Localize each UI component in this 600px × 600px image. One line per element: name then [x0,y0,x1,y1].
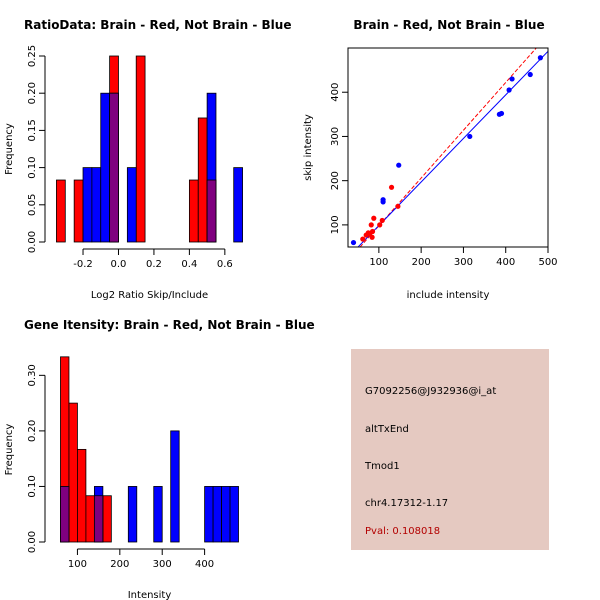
gene-red-bar [102,495,112,543]
ratio-y-tick-label: 0.15 [27,119,38,141]
scatter-x-axis-label: include intensity [407,290,490,301]
ratio-blue-bar [233,167,243,243]
gene-intensity-histogram-panel: Gene Itensity: Brain - Red, Not Brain - … [4,318,315,600]
ratio-y-tick-label: 0.20 [27,82,38,104]
gene-blue-bar [170,430,180,543]
scatter-red-point [395,203,401,209]
gene-overlap-bar [93,495,104,543]
ratio-y-axis-label: Frequency [4,123,15,175]
scatter-blue-point [537,55,543,61]
scatter-blue-point [509,76,515,82]
scatter-red-point [371,215,377,221]
p-value: Pval: 0.108018 [365,526,441,537]
ratio-blue-bar [126,167,137,243]
gene-red-bar [85,495,95,543]
scatter-blue-point [467,133,473,140]
scatter-plot-area [350,48,548,247]
ratio-x-tick-label: -0.2 [73,259,93,270]
gene-y-axis-label: Frequency [4,424,15,476]
ratio-red-bar [135,55,146,243]
ratio-y-tick-label: 0.00 [27,231,38,253]
gene-y-tick-label: 0.30 [27,364,38,386]
gene-blue-bar [153,486,163,543]
scatter-x-tick-label: 100 [369,257,388,268]
gene-y-tick-label: 0.20 [27,420,38,442]
gene-red-bar [68,402,78,543]
gene-overlap-bar [60,486,70,543]
chromosome-location: chr4.17312-1.17 [365,498,449,509]
ratio-x-axis-label: Log2 Ratio Skip/Include [91,290,208,301]
gene-x-tick-label: 200 [110,559,129,570]
ratio-x-tick-label: 0.4 [181,259,197,270]
scatter-blue-point [396,162,402,168]
gene-y-tick-label: 0.10 [27,475,38,497]
ratio-red-bar [73,179,84,243]
gene-blue-bar [127,486,138,543]
scatter-y-tick-label: 300 [330,127,341,146]
ratio-red-bar [197,117,208,243]
ratio-overlap-bar [206,179,217,243]
ratio-blue-bar [91,167,102,243]
scatter-blue-point [350,239,357,246]
scatter-red-point [388,184,395,190]
scatter-x-tick-label: 200 [412,257,431,268]
ratio-blue-bar [100,92,111,243]
gene-red-bar [77,448,87,543]
gene-blue-bar [212,486,222,543]
scatter-y-axis-label: skip intensity [303,114,314,181]
scatter-frame [347,47,549,248]
scatter-y-tick-label: 100 [330,215,341,234]
gene-x-tick-label: 400 [195,559,214,570]
scatter-x-tick-label: 300 [454,257,473,268]
event-type: altTxEnd [365,424,409,435]
ratio-x-tick-label: 0.0 [111,259,127,270]
ratio-y-tick-label: 0.10 [27,156,38,178]
scatter-red-point [360,236,366,242]
probe-info-panel: G7092256@J932936@i_at altTxEnd Tmod1 chr… [351,349,549,550]
scatter-y-tick-label: 200 [330,171,341,190]
scatter-blue-point [506,87,512,93]
gene-blue-bar [221,486,231,543]
gene-name: Tmod1 [365,461,400,472]
ratio-overlap-bar [109,92,119,243]
scatter-red-point [379,217,385,224]
ratio-red-bar [188,179,199,243]
gene-blue-bar [229,486,239,543]
ratio-blue-bar [82,167,93,243]
gene-blue-bar [204,486,214,543]
scatter-red-point [369,228,376,235]
ratio-histogram-panel: RatioData: Brain - Red, Not Brain - Blue… [4,18,291,301]
scatter-x-tick-label: 500 [538,257,557,268]
ratio-x-tick-label: 0.6 [217,259,233,270]
gene-x-tick-label: 300 [153,559,172,570]
scatter-red-point [377,222,383,228]
gene-chart-title: Gene Itensity: Brain - Red, Not Brain - … [24,318,315,332]
ratio-chart-title: RatioData: Brain - Red, Not Brain - Blue [24,18,291,32]
scatter-chart-title: Brain - Red, Not Brain - Blue [353,18,544,32]
scatter-red-point [369,234,375,240]
ratio-y-tick-label: 0.25 [27,45,38,67]
probe-id: G7092256@J932936@i_at [365,386,497,397]
scatter-blue-point [498,110,505,117]
scatter-x-tick-label: 400 [496,257,515,268]
scatter-blue-point [527,71,533,78]
scatter-blue-point [380,197,386,203]
ratio-x-tick-label: 0.2 [146,259,162,270]
gene-x-axis-label: Intensity [128,590,172,600]
gene-y-tick-label: 0.00 [27,531,38,553]
ratio-y-tick-label: 0.05 [27,194,38,216]
intensity-scatter-panel: Brain - Red, Not Brain - Blue 100 200 300 40… [303,18,558,301]
scatter-y-tick-label: 400 [330,83,341,102]
scatter-red-point [368,222,374,228]
ratio-red-bar [56,179,66,243]
gene-x-tick-label: 100 [68,559,87,570]
